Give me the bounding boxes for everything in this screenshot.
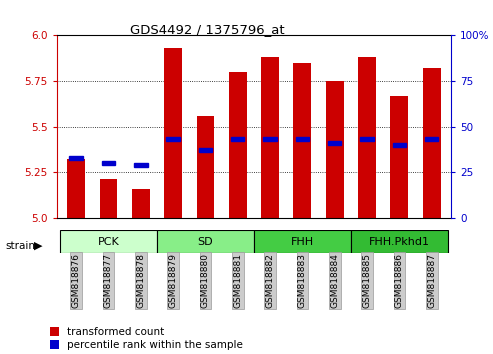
Text: GSM818881: GSM818881 bbox=[233, 253, 242, 308]
Bar bbox=[328, 141, 342, 145]
Bar bbox=[392, 143, 406, 147]
Text: GSM818884: GSM818884 bbox=[330, 253, 339, 308]
Bar bbox=[293, 63, 311, 218]
Text: FHH.Pkhd1: FHH.Pkhd1 bbox=[369, 236, 430, 247]
Text: GSM818880: GSM818880 bbox=[201, 253, 210, 308]
Bar bbox=[261, 57, 279, 218]
Text: GSM818885: GSM818885 bbox=[362, 253, 372, 308]
Text: GSM818879: GSM818879 bbox=[169, 253, 177, 308]
Bar bbox=[132, 189, 150, 218]
Text: GSM818877: GSM818877 bbox=[104, 253, 113, 308]
Bar bbox=[326, 81, 344, 218]
Legend: transformed count, percentile rank within the sample: transformed count, percentile rank withi… bbox=[50, 327, 243, 350]
Bar bbox=[425, 137, 438, 141]
Bar bbox=[358, 57, 376, 218]
Bar bbox=[351, 230, 448, 253]
Bar bbox=[229, 72, 246, 218]
Bar bbox=[390, 96, 408, 218]
Bar bbox=[231, 137, 245, 141]
Bar bbox=[166, 137, 180, 141]
Bar bbox=[164, 48, 182, 218]
Text: ▶: ▶ bbox=[34, 241, 42, 251]
Bar bbox=[263, 137, 277, 141]
Text: PCK: PCK bbox=[98, 236, 119, 247]
Bar bbox=[254, 230, 351, 253]
Bar bbox=[423, 68, 441, 218]
Text: GDS4492 / 1375796_at: GDS4492 / 1375796_at bbox=[130, 23, 284, 36]
Bar bbox=[157, 230, 254, 253]
Text: GSM818886: GSM818886 bbox=[395, 253, 404, 308]
Text: GSM818883: GSM818883 bbox=[298, 253, 307, 308]
Text: GSM818876: GSM818876 bbox=[71, 253, 80, 308]
Bar bbox=[67, 159, 85, 218]
Bar bbox=[199, 148, 212, 152]
Text: SD: SD bbox=[198, 236, 213, 247]
Bar bbox=[100, 179, 117, 218]
Text: GSM818882: GSM818882 bbox=[266, 253, 275, 308]
Text: GSM818878: GSM818878 bbox=[136, 253, 145, 308]
Bar bbox=[102, 161, 115, 165]
Bar bbox=[60, 230, 157, 253]
Text: FHH: FHH bbox=[291, 236, 314, 247]
Text: strain: strain bbox=[6, 241, 36, 251]
Text: GSM818887: GSM818887 bbox=[427, 253, 436, 308]
Bar bbox=[70, 155, 83, 160]
Bar bbox=[296, 137, 309, 141]
Bar bbox=[197, 116, 214, 218]
Bar bbox=[134, 163, 147, 167]
Bar bbox=[360, 137, 374, 141]
